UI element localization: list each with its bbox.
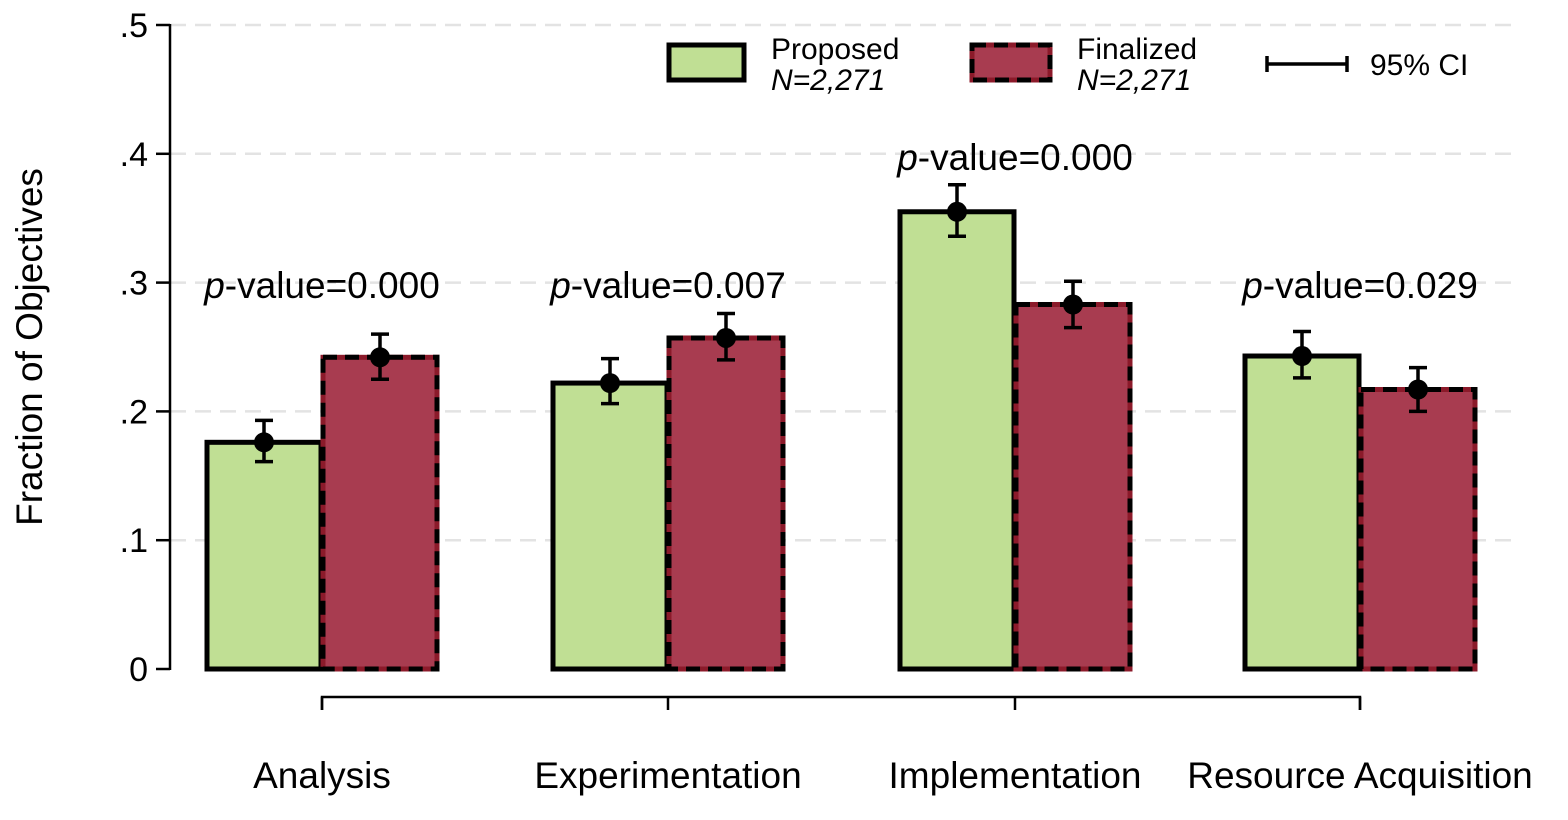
p-value-annotations: p-value=0.000 p-value=0.007 p-value=0.000 p… bbox=[203, 137, 1478, 306]
mean-point bbox=[1063, 294, 1083, 315]
error-bars bbox=[254, 182, 1428, 464]
y-tick-label: .2 bbox=[120, 393, 148, 431]
x-tick-label: Analysis bbox=[253, 755, 391, 796]
legend: Proposed N=2,271 Finalized N=2,271 95% C… bbox=[666, 33, 1468, 97]
y-tick-label: .4 bbox=[120, 136, 148, 174]
legend-sublabel-finalized: N=2,271 bbox=[1077, 64, 1191, 97]
y-tick-label: .5 bbox=[120, 7, 148, 45]
p-value-label: p-value=0.007 bbox=[549, 265, 786, 306]
bar-finalized bbox=[320, 354, 440, 672]
y-tick-label: .1 bbox=[120, 522, 148, 560]
legend-label-finalized: Finalized bbox=[1077, 33, 1197, 66]
x-tick-label: Implementation bbox=[889, 755, 1142, 796]
legend-swatch-proposed bbox=[666, 42, 747, 83]
p-value-label: p-value=0.029 bbox=[1241, 265, 1478, 306]
y-tick-label: .3 bbox=[120, 265, 148, 303]
x-axis bbox=[320, 695, 1362, 710]
bar-proposed bbox=[204, 439, 324, 672]
mean-point bbox=[254, 432, 274, 453]
bar-finalized bbox=[666, 335, 786, 672]
bars bbox=[204, 209, 1478, 672]
legend-swatch-finalized bbox=[969, 42, 1053, 83]
legend-ci-icon bbox=[1265, 56, 1349, 72]
bar-proposed bbox=[1242, 353, 1362, 672]
x-ticks: Analysis Experimentation Implementation Res… bbox=[253, 697, 1533, 796]
x-tick-label: Resource Acquisition bbox=[1187, 755, 1533, 796]
bar-proposed bbox=[550, 380, 670, 672]
legend-swatch-finalized-dash bbox=[969, 42, 1053, 83]
mean-point bbox=[716, 327, 736, 348]
legend-label-proposed: Proposed bbox=[771, 33, 899, 66]
y-tick-label: 0 bbox=[129, 651, 148, 689]
bar-finalized bbox=[1358, 387, 1478, 672]
p-value-label: p-value=0.000 bbox=[203, 265, 440, 306]
mean-point bbox=[370, 347, 390, 368]
legend-sublabel-proposed: N=2,271 bbox=[771, 64, 885, 97]
mean-point bbox=[947, 201, 967, 222]
p-value-label: p-value=0.000 bbox=[896, 137, 1133, 178]
y-axis-label: Fraction of Objectives bbox=[9, 168, 50, 526]
mean-point bbox=[1408, 379, 1428, 400]
x-tick-label: Experimentation bbox=[534, 755, 801, 796]
bar-proposed bbox=[897, 209, 1017, 672]
y-ticks: 0 .1 .2 .3 .4 .5 bbox=[120, 7, 170, 689]
legend-label-ci: 95% CI bbox=[1370, 49, 1468, 82]
mean-point bbox=[1292, 346, 1312, 367]
mean-point bbox=[600, 373, 620, 394]
bar-finalized bbox=[1013, 301, 1133, 672]
